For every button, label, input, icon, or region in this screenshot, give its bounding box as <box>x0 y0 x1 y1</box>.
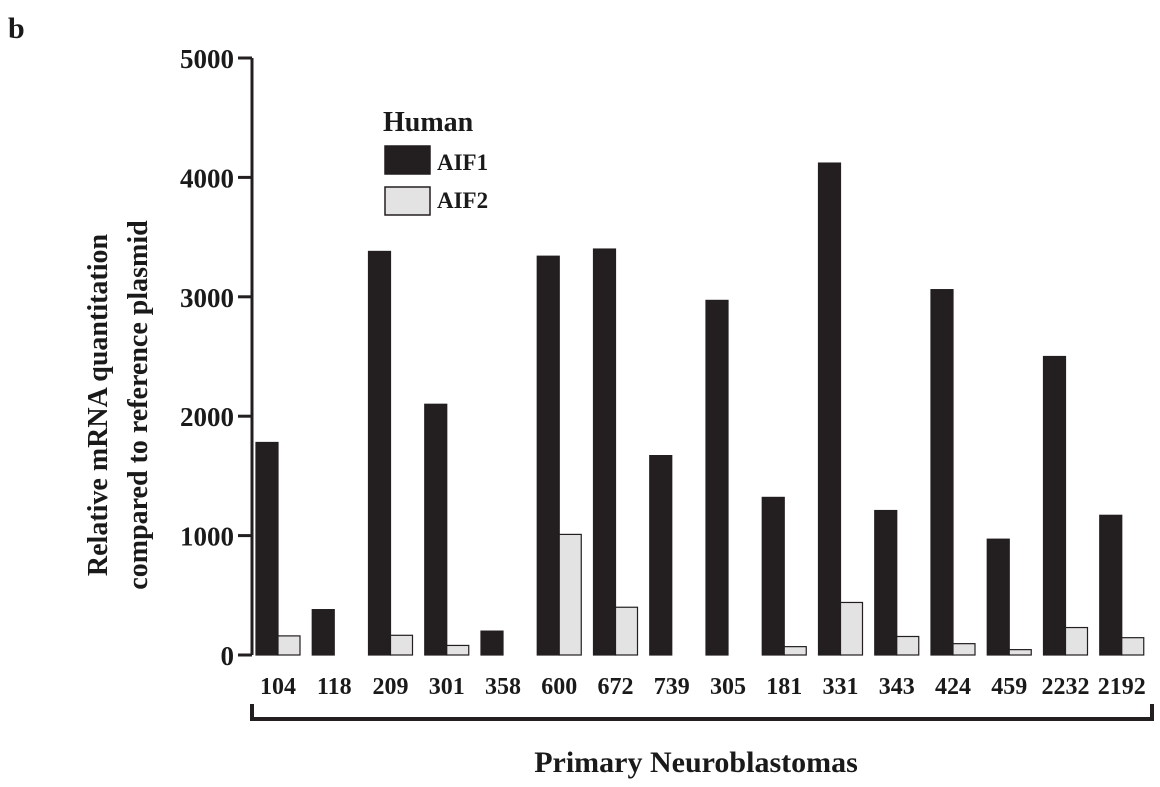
x-tick-label: 181 <box>766 674 802 700</box>
bar-aif1-301 <box>424 403 448 656</box>
bar-aif1-424 <box>930 289 954 656</box>
x-tick-label: 331 <box>823 674 859 700</box>
bar-aif1-672 <box>592 248 617 656</box>
bar-aif1-600 <box>536 255 560 656</box>
y-tick-label: 5000 <box>180 44 234 74</box>
y-axis-title-line-1: Relative mRNA quantitation <box>83 233 114 576</box>
x-tick-label: 305 <box>710 674 746 700</box>
bar-aif1-118 <box>311 609 335 656</box>
bar-aif1-739 <box>649 455 673 656</box>
bar-aif2-331 <box>839 601 864 656</box>
bar-aif1-2192 <box>1099 514 1123 656</box>
x-tick-label: 118 <box>317 674 352 700</box>
y-tick-label: 0 <box>221 641 235 671</box>
bar-aif2-181 <box>783 646 807 656</box>
x-tick-label: 301 <box>429 674 465 700</box>
legend-swatch-aif1 <box>384 145 431 175</box>
panel-label: b <box>8 12 25 45</box>
x-tick-label: 459 <box>991 674 1027 700</box>
bar-aif2-209 <box>389 634 414 656</box>
y-tick-label: 3000 <box>180 283 234 313</box>
y-axis-title: Relative mRNA quantitation compared to r… <box>83 220 154 590</box>
x-tick-label: 358 <box>485 674 521 700</box>
legend-title: Human <box>383 107 474 138</box>
bar-aif1-181 <box>761 496 785 656</box>
bar-aif1-2232 <box>1042 355 1067 656</box>
y-tick-label: 2000 <box>180 402 234 432</box>
x-tick-label: 2192 <box>1098 674 1146 700</box>
bar-aif2-343 <box>896 635 920 656</box>
category-bracket <box>250 704 1154 721</box>
bar-aif1-209 <box>367 250 392 656</box>
x-axis-title: Primary Neuroblastomas <box>534 746 858 779</box>
bar-aif2-600 <box>558 533 582 656</box>
x-tick-label: 739 <box>654 674 690 700</box>
legend-label-aif1: AIF1 <box>437 150 488 175</box>
legend-label-aif2: AIF2 <box>437 188 488 213</box>
legend-swatch-aif2 <box>384 186 431 216</box>
y-tick-label: 4000 <box>180 163 234 193</box>
bar-aif1-343 <box>874 509 898 656</box>
bar-aif1-459 <box>986 538 1010 656</box>
x-tick-labels: 104 118 209 301 358 600 672 739 305 181 331 343 424 4… <box>260 674 1146 700</box>
x-tick-label: 2232 <box>1042 674 1090 700</box>
bar-aif1-104 <box>255 441 279 656</box>
bar-aif2-2232 <box>1064 626 1089 656</box>
bar-aif1-305 <box>705 299 729 656</box>
legend: Human AIF1 AIF2 <box>383 107 488 216</box>
bar-aif2-301 <box>446 644 470 656</box>
x-tick-label: 104 <box>260 674 296 700</box>
bar-aif2-672 <box>614 606 639 656</box>
x-tick-label: 343 <box>879 674 915 700</box>
y-axis-title-line-2: compared to reference plasmid <box>123 220 154 590</box>
y-tick-label: 1000 <box>180 522 234 552</box>
bar-aif2-104 <box>277 635 301 656</box>
x-tick-label: 600 <box>541 674 577 700</box>
bar-aif1-331 <box>817 162 842 656</box>
x-tick-label: 209 <box>373 674 409 700</box>
x-tick-label: 424 <box>935 674 971 700</box>
bars-group <box>255 162 1145 656</box>
y-axis: 0 1000 2000 3000 4000 5000 <box>180 44 254 671</box>
x-tick-label: 672 <box>598 674 634 700</box>
bar-aif2-2192 <box>1121 637 1145 656</box>
bracket-line <box>250 704 1154 721</box>
bar-aif2-459 <box>1008 649 1032 656</box>
bar-aif1-358 <box>480 630 504 656</box>
bar-aif2-424 <box>952 643 976 656</box>
